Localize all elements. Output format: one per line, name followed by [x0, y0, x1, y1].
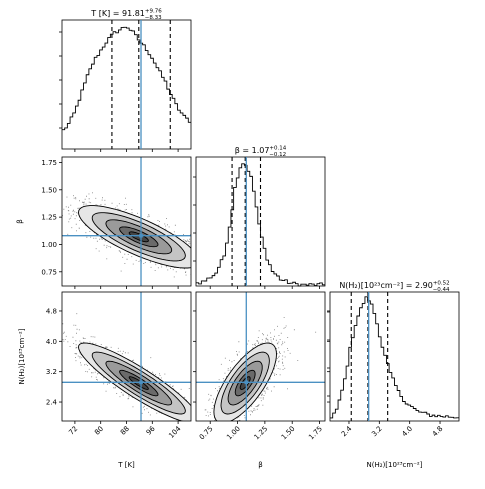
xtick-label-NH2: 4.8	[431, 425, 445, 439]
title-main-NH2: N(H₂)[10²³cm⁻²] = 2.90	[339, 281, 433, 290]
truth-marker	[139, 233, 143, 238]
hist-step-T	[62, 26, 191, 131]
ytick-label-beta: 1.00	[41, 241, 57, 249]
xlabel-T: T [K]	[117, 461, 135, 469]
scatter-panel-beta-NH2	[195, 291, 326, 422]
ylabel-NH2: N(H₂)[10²³cm⁻²]	[18, 328, 26, 384]
scatter-content-beta-NH2	[196, 292, 325, 421]
xtick-label-beta: 1.50	[280, 425, 297, 442]
title-main-beta: β = 1.07	[235, 146, 270, 155]
hist-title-NH2: N(H₂)[10²³cm⁻²] = 2.90+0.52 −0.44	[339, 281, 450, 294]
ytick-label-NH2: 4.8	[46, 307, 57, 315]
xtick-label-beta: 1.00	[225, 425, 242, 442]
truth-marker	[244, 380, 249, 385]
hist-frame-T	[61, 19, 192, 150]
ytick-label-beta: 1.25	[41, 214, 57, 222]
hist-title-T: T [K] = 91.81+9.76 −8.33	[90, 9, 162, 22]
xtick-label-beta: 1.25	[253, 425, 270, 442]
ytick-label-beta: 1.75	[41, 159, 57, 167]
ylabel-beta: β	[16, 219, 24, 223]
ytick-label-beta: 1.50	[41, 186, 57, 194]
ytick-label-beta: 0.75	[41, 268, 57, 276]
xtick-label-T: 96	[145, 424, 157, 436]
truth-marker	[139, 380, 143, 385]
ytick-label-NH2: 3.2	[46, 368, 57, 376]
title-sub-T: −8.33	[145, 15, 162, 21]
xtick-label-T: 88	[119, 425, 131, 437]
xlabel-beta: β	[258, 461, 262, 469]
title-sup-T: +9.76	[145, 9, 162, 15]
hist-panel-beta: β = 1.07+0.14 −0.12	[195, 146, 326, 287]
scatter-panel-T-NH2	[61, 291, 192, 422]
hist-step-NH2	[330, 296, 459, 419]
xtick-label-T: 72	[67, 425, 79, 437]
hist-frame-NH2	[329, 291, 460, 422]
title-sub-beta: −0.12	[269, 152, 286, 158]
xtick-label-beta: 0.75	[198, 425, 215, 442]
scatter-frame	[195, 291, 326, 422]
title-sup-NH2: +0.52	[433, 281, 450, 287]
xtick-label-beta: 1.75	[307, 425, 324, 442]
scatter-content-T-beta	[62, 157, 191, 286]
title-sup-beta: +0.14	[269, 146, 286, 152]
scatter-points	[62, 192, 191, 278]
title-main-T: T [K] = 91.81	[90, 9, 145, 18]
title-sub-NH2: −0.44	[433, 287, 450, 293]
ytick-label-NH2: 2.4	[46, 399, 58, 407]
contour-level-4	[128, 376, 149, 390]
xtick-label-NH2: 4.0	[401, 425, 415, 439]
scatter-panel-T-beta	[61, 156, 192, 287]
ytick-label-NH2: 4.0	[46, 338, 57, 346]
hist-panel-T: T [K] = 91.81+9.76 −8.33	[61, 9, 192, 150]
xtick-label-NH2: 3.2	[370, 425, 384, 439]
hist-title-beta: β = 1.07+0.14 −0.12	[235, 146, 287, 159]
xlabel-NH2: N(H₂)[10²³cm⁻²]	[367, 461, 423, 469]
hist-panel-NH2: N(H₂)[10²³cm⁻²] = 2.90+0.52 −0.44	[329, 281, 460, 422]
xtick-label-T: 104	[167, 424, 182, 439]
xtick-label-NH2: 2.4	[340, 424, 354, 438]
scatter-content-T-NH2	[62, 292, 191, 421]
xtick-label-T: 80	[93, 425, 105, 437]
